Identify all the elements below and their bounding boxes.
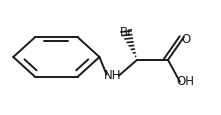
Text: O: O [181,33,190,46]
Text: NH: NH [104,69,122,82]
Text: OH: OH [177,75,195,88]
Text: Br: Br [119,26,133,39]
